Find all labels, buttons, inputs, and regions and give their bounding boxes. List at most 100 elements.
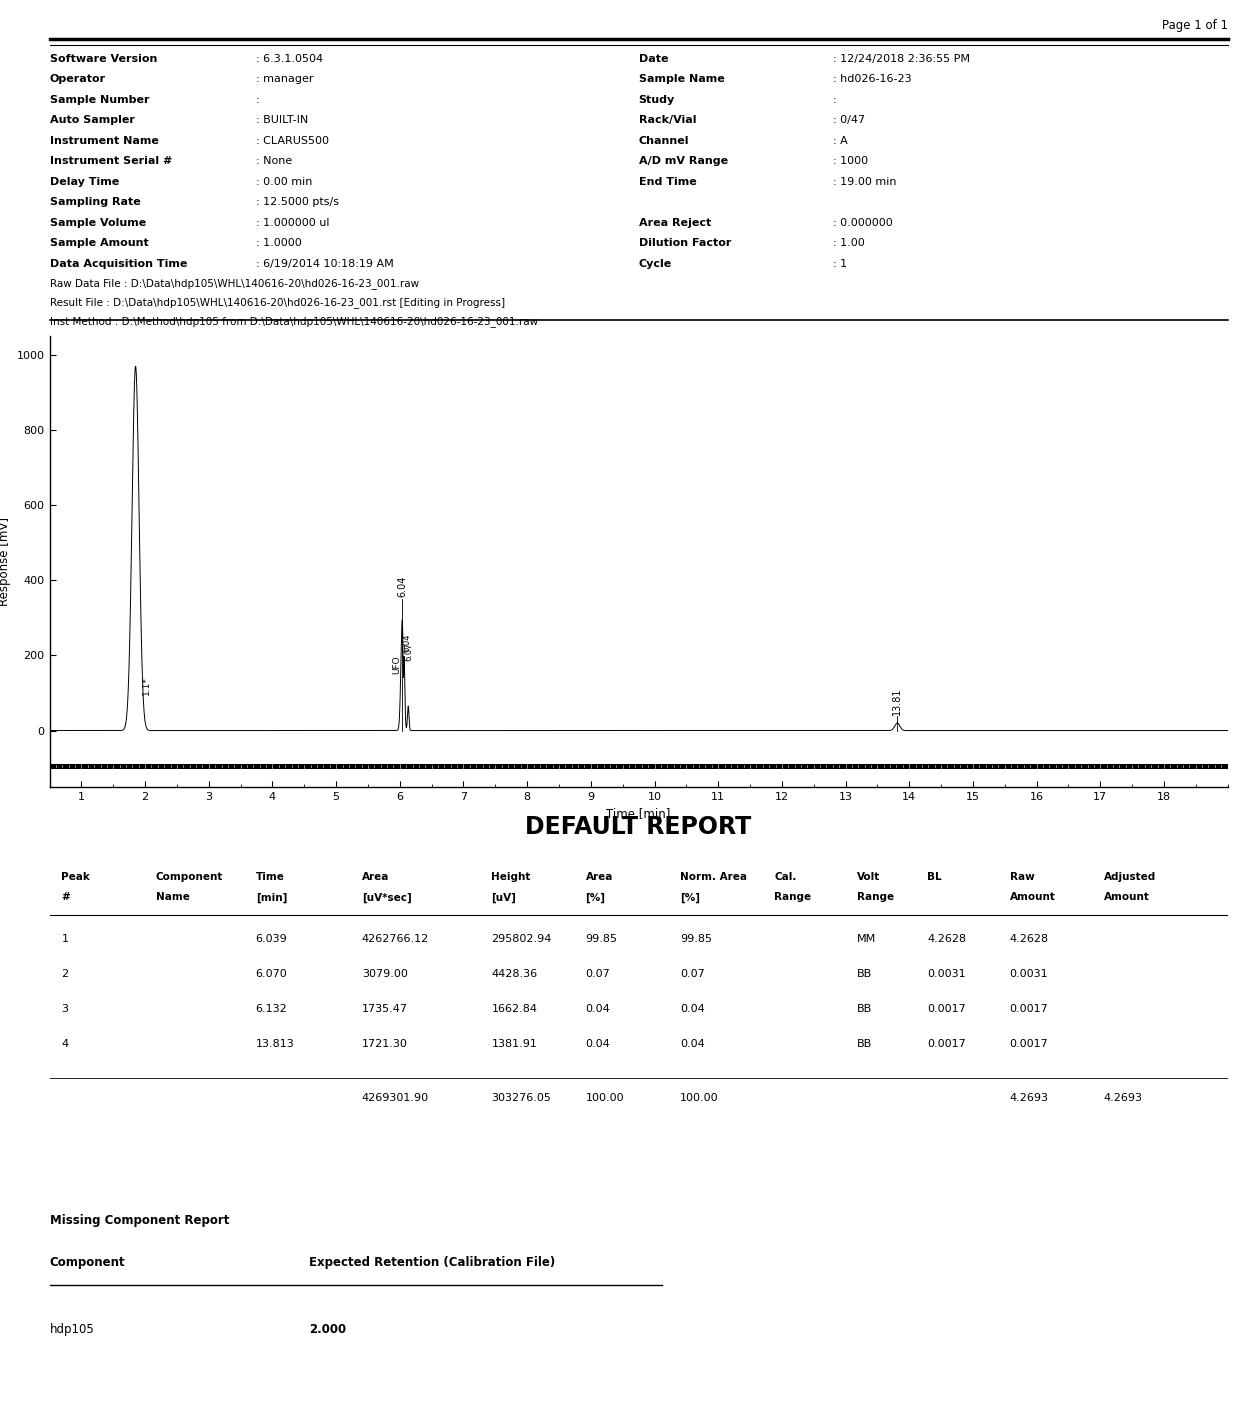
Y-axis label: Response [mV]: Response [mV]: [0, 518, 11, 606]
Text: Area Reject: Area Reject: [639, 217, 711, 227]
Text: : CLARUS500: : CLARUS500: [255, 136, 329, 146]
Text: 4.2693: 4.2693: [1009, 1093, 1049, 1103]
Text: UFO: UFO: [392, 655, 402, 675]
Text: Instrument Serial #: Instrument Serial #: [50, 156, 172, 166]
Text: 0.0017: 0.0017: [1009, 1005, 1049, 1014]
Text: : 0.00 min: : 0.00 min: [255, 177, 312, 187]
Text: 99.85: 99.85: [585, 934, 618, 944]
Text: 13.81: 13.81: [893, 687, 903, 714]
Text: 1662.84: 1662.84: [491, 1005, 537, 1014]
Text: [%]: [%]: [585, 892, 605, 902]
Text: [uV*sec]: [uV*sec]: [362, 892, 412, 902]
Text: : 12/24/2018 2:36:55 PM: : 12/24/2018 2:36:55 PM: [833, 53, 970, 63]
Text: : 0/47: : 0/47: [833, 115, 866, 125]
Text: : 1: : 1: [833, 258, 847, 268]
Text: 295802.94: 295802.94: [491, 934, 552, 944]
Text: Delay Time: Delay Time: [50, 177, 119, 187]
Text: Operator: Operator: [50, 74, 105, 84]
Text: 6.07: 6.07: [404, 643, 414, 661]
Text: BB: BB: [857, 1040, 872, 1049]
Text: Component: Component: [156, 871, 223, 881]
Text: [uV]: [uV]: [491, 892, 516, 902]
Text: Area: Area: [585, 871, 613, 881]
Text: Range: Range: [857, 892, 894, 902]
Text: Page 1 of 1: Page 1 of 1: [1162, 20, 1228, 32]
Text: : BUILT-IN: : BUILT-IN: [255, 115, 308, 125]
Text: Raw Data File : D:\Data\hdp105\WHL\140616-20\hd026-16-23_001.raw: Raw Data File : D:\Data\hdp105\WHL\14061…: [50, 278, 419, 289]
Text: hdp105: hdp105: [50, 1323, 94, 1336]
Text: Name: Name: [156, 892, 190, 902]
Text: 0.0031: 0.0031: [928, 969, 966, 979]
Text: 6.039: 6.039: [255, 934, 288, 944]
Text: : 1.000000 ul: : 1.000000 ul: [255, 217, 330, 227]
Text: 3: 3: [62, 1005, 68, 1014]
Text: 0.07: 0.07: [585, 969, 610, 979]
Text: Channel: Channel: [639, 136, 689, 146]
Text: 3079.00: 3079.00: [362, 969, 408, 979]
Text: BB: BB: [857, 969, 872, 979]
Text: Volt: Volt: [857, 871, 880, 881]
Text: : A: : A: [833, 136, 848, 146]
Text: 0.04: 0.04: [680, 1005, 704, 1014]
Text: 4: 4: [62, 1040, 68, 1049]
Text: : 1000: : 1000: [833, 156, 868, 166]
Text: Peak: Peak: [62, 871, 91, 881]
Text: Sequence File : C:\PenExel\TcWS\Ver6.3.1\Examples\-.seq: Sequence File : C:\PenExel\TcWS\Ver6.3.1…: [50, 394, 348, 404]
Text: Report Format File: D:\Method\hdp105.rpt: Report Format File: D:\Method\hdp105.rpt: [50, 375, 268, 384]
Text: Missing Component Report: Missing Component Report: [50, 1215, 229, 1228]
Text: BL: BL: [928, 871, 942, 881]
Text: : hd026-16-23: : hd026-16-23: [833, 74, 911, 84]
Text: Area: Area: [362, 871, 389, 881]
Text: 0.04: 0.04: [585, 1005, 610, 1014]
Text: Sample Name: Sample Name: [639, 74, 724, 84]
Text: : 6.3.1.0504: : 6.3.1.0504: [255, 53, 322, 63]
Text: 6.04: 6.04: [397, 575, 407, 598]
Text: : 0.000000: : 0.000000: [833, 217, 893, 227]
Text: 4428.36: 4428.36: [491, 969, 537, 979]
Text: BB: BB: [857, 1005, 872, 1014]
Text: Adjusted: Adjusted: [1104, 871, 1156, 881]
Text: Sample Volume: Sample Volume: [50, 217, 146, 227]
Text: 2.000: 2.000: [309, 1323, 346, 1336]
Text: : 6/19/2014 10:18:19 AM: : 6/19/2014 10:18:19 AM: [255, 258, 393, 268]
Text: 100.00: 100.00: [585, 1093, 624, 1103]
Text: : 12.5000 pts/s: : 12.5000 pts/s: [255, 196, 339, 208]
Text: : manager: : manager: [255, 74, 314, 84]
Text: Proc Method : D:\Method\hdp105 from D:\Data\hdp105\WHL\140616-20\hd026-16-23_001: Proc Method : D:\Method\hdp105 from D:\D…: [50, 335, 645, 347]
Text: Range: Range: [774, 892, 811, 902]
Text: 0.04: 0.04: [585, 1040, 610, 1049]
Text: Component: Component: [50, 1256, 125, 1270]
Text: 0.0017: 0.0017: [928, 1040, 966, 1049]
Text: A/D mV Range: A/D mV Range: [639, 156, 728, 166]
Text: Amount: Amount: [1009, 892, 1055, 902]
Text: Inst Method : D:\Method\hdp105 from D:\Data\hdp105\WHL\140616-20\hd026-16-23_001: Inst Method : D:\Method\hdp105 from D:\D…: [50, 317, 538, 327]
Text: 303276.05: 303276.05: [491, 1093, 552, 1103]
Text: End Time: End Time: [639, 177, 697, 187]
Text: Study: Study: [639, 94, 675, 105]
Text: : 1.0000: : 1.0000: [255, 239, 301, 248]
Text: 0.07: 0.07: [680, 969, 704, 979]
Text: Sample Amount: Sample Amount: [50, 239, 149, 248]
Text: DEFAULT REPORT: DEFAULT REPORT: [526, 815, 751, 839]
Text: : 1.00: : 1.00: [833, 239, 864, 248]
Text: 4262766.12: 4262766.12: [362, 934, 429, 944]
Text: 6.04: 6.04: [402, 633, 412, 651]
Text: [%]: [%]: [680, 892, 699, 902]
Text: 4.2628: 4.2628: [1009, 934, 1049, 944]
Text: Time: Time: [255, 871, 285, 881]
Text: #: #: [62, 892, 71, 902]
X-axis label: Time [min]: Time [min]: [606, 807, 671, 821]
Text: Data Acquisition Time: Data Acquisition Time: [50, 258, 187, 268]
Text: 1735.47: 1735.47: [362, 1005, 408, 1014]
Text: 1381.91: 1381.91: [491, 1040, 537, 1049]
Text: Dilution Factor: Dilution Factor: [639, 239, 730, 248]
Text: 1.1*: 1.1*: [141, 676, 151, 694]
Text: 0.04: 0.04: [680, 1040, 704, 1049]
Text: Norm. Area: Norm. Area: [680, 871, 746, 881]
Text: Result File : D:\Data\hdp105\WHL\140616-20\hd026-16-23_001.rst [Editing in Progr: Result File : D:\Data\hdp105\WHL\140616-…: [50, 297, 505, 307]
Text: : 19.00 min: : 19.00 min: [833, 177, 897, 187]
Text: 0.0031: 0.0031: [1009, 969, 1048, 979]
Text: Instrument Name: Instrument Name: [50, 136, 159, 146]
Text: Auto Sampler: Auto Sampler: [50, 115, 134, 125]
Text: Raw: Raw: [1009, 871, 1034, 881]
